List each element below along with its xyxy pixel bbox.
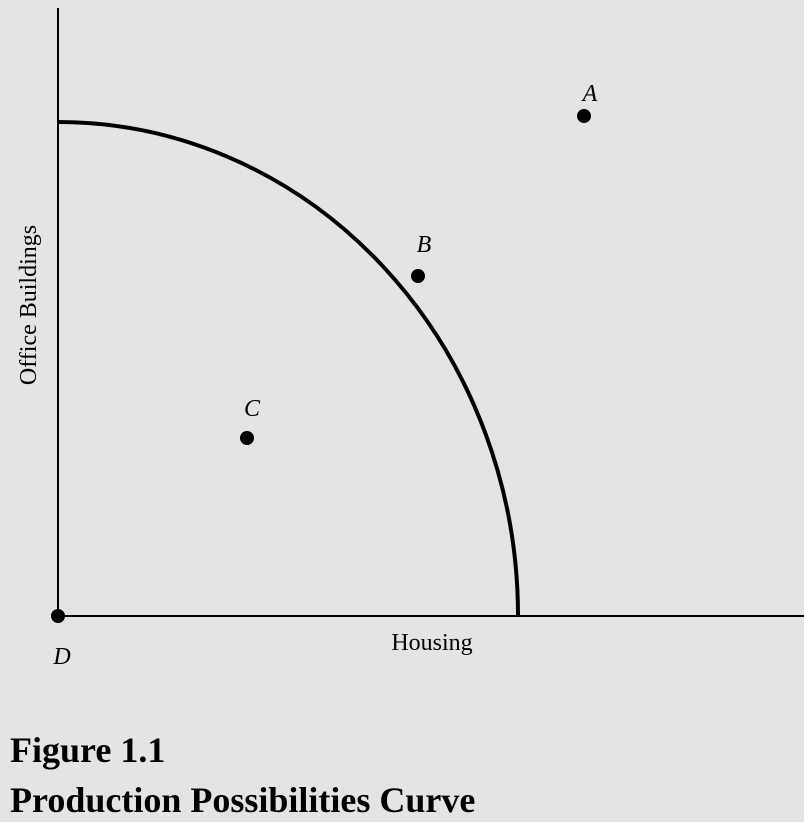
point-label: D: [52, 644, 70, 670]
point: [411, 269, 425, 283]
point-label: A: [581, 81, 598, 107]
point: [51, 609, 65, 623]
figure-title: Production Possibilities Curve: [10, 780, 475, 820]
x-axis-label: Housing: [391, 630, 472, 656]
figure-number: Figure 1.1: [10, 730, 165, 770]
y-axis-label: Office Buildings: [16, 225, 42, 385]
point: [240, 431, 254, 445]
point-label: C: [244, 396, 261, 422]
ppc-curve: [57, 120, 520, 617]
point-label: B: [417, 232, 432, 258]
point: [577, 109, 591, 123]
